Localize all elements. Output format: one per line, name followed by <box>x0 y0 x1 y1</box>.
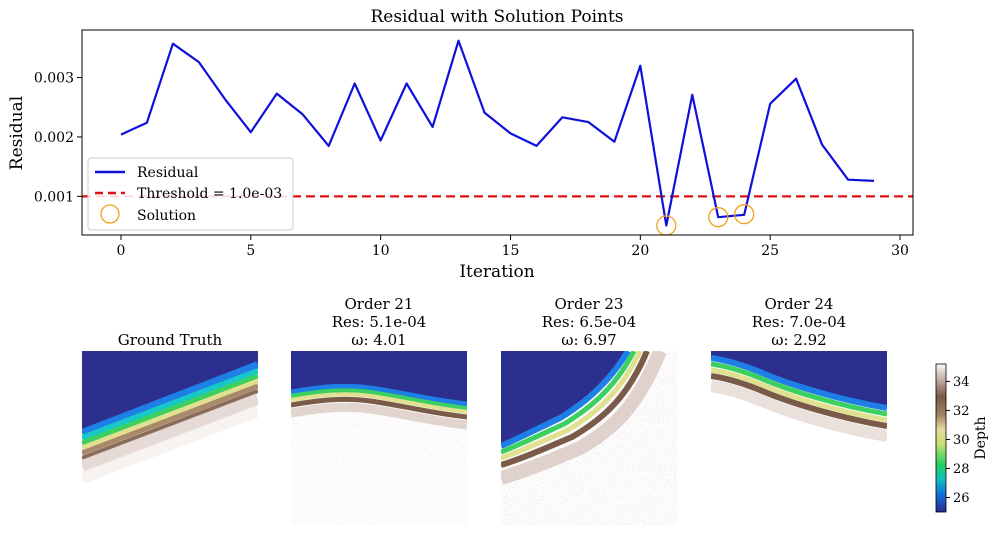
depth-band-yellow <box>711 367 887 423</box>
x-tick-label: 20 <box>631 243 649 259</box>
colorbar-ticks: 26 28 30 32 34 <box>946 375 970 506</box>
depth-region-deep <box>501 351 628 446</box>
panel-title-line: Res: 6.5e-04 <box>542 313 637 331</box>
legend-threshold-label: Threshold = 1.0e-03 <box>137 186 282 202</box>
depth-band-yellow <box>291 392 467 414</box>
panel-title-line: ω: 2.92 <box>771 331 826 349</box>
panel-order-24: Order 24 Res: 7.0e-04 ω: 2.92 <box>711 295 887 525</box>
legend-solution-label: Solution <box>137 208 196 224</box>
depth-band-green <box>711 361 887 417</box>
legend-solution-swatch <box>100 204 120 224</box>
depth-band-cyan <box>82 368 258 441</box>
colorbar-label: Depth <box>973 416 989 459</box>
depth-band-blue <box>501 351 631 449</box>
legend-residual-label: Residual <box>137 165 199 181</box>
x-tick-label: 10 <box>372 243 390 259</box>
depth-region-deep <box>291 351 467 404</box>
panel-ground-truth: Ground Truth <box>82 331 258 525</box>
panel-order-23: Order 23 Res: 6.5e-04 ω: 6.97 <box>501 295 677 525</box>
depth-band-green <box>82 373 258 446</box>
residual-chart: Residual with Solution Points 0 5 10 15 20 25… <box>7 7 914 282</box>
panel-title-line: Order 21 <box>345 295 414 313</box>
solution-marker <box>708 207 729 228</box>
x-axis-label: Iteration <box>459 262 534 282</box>
depth-band-fade <box>501 351 667 485</box>
depth-band-blue <box>291 383 467 407</box>
colorbar-gradient <box>935 363 947 513</box>
legend-box <box>87 157 294 231</box>
residual-line <box>120 39 875 227</box>
colorbar-tick-label: 30 <box>953 433 970 448</box>
x-tick-label: 25 <box>761 243 779 259</box>
x-tick-label: 15 <box>502 243 520 259</box>
y-tick-label: 0.002 <box>34 130 74 146</box>
depth-band-green <box>291 388 467 410</box>
colorbar-tick-label: 32 <box>953 404 970 419</box>
depth-band-blue <box>711 355 887 411</box>
legend: Residual Threshold = 1.0e-03 Solution <box>87 157 294 231</box>
panel-title-line: Ground Truth <box>118 331 223 349</box>
depth-band-fade <box>82 393 258 472</box>
x-tick-label: 30 <box>891 243 909 259</box>
colorbar-tick-label: 26 <box>953 491 970 506</box>
depth-band-brown <box>82 389 258 460</box>
depth-band-tan <box>82 383 258 456</box>
plot-area <box>82 39 913 236</box>
depth-band-yellow <box>82 378 258 451</box>
x-axis: 0 5 10 15 20 25 30 <box>116 235 909 259</box>
depth-region-deep <box>711 351 887 408</box>
depth-band-brown <box>291 396 467 420</box>
depth-band-fade <box>711 380 887 442</box>
y-tick-label: 0.001 <box>34 189 74 205</box>
depth-band-blue <box>82 361 258 437</box>
panel-title-line: ω: 6.97 <box>561 331 616 349</box>
x-tick-label: 0 <box>116 243 125 259</box>
solution-marker <box>734 204 755 225</box>
chart-title: Residual with Solution Points <box>370 7 623 27</box>
panel-title-line: Order 24 <box>765 295 834 313</box>
colorbar-tick-label: 28 <box>953 462 970 477</box>
panel-title-line: ω: 4.01 <box>351 331 406 349</box>
panel-title-line: Order 23 <box>555 295 624 313</box>
y-axis-label: Residual <box>7 96 27 170</box>
x-tick-label: 5 <box>246 243 255 259</box>
colorbar-tick-label: 34 <box>953 375 970 390</box>
panel-title-line: Res: 5.1e-04 <box>332 313 427 331</box>
depth-band-brown <box>501 351 650 468</box>
colorbar: 26 28 30 32 34 Depth <box>935 363 989 513</box>
depth-band-yellow <box>501 351 643 461</box>
y-tick-label: 0.003 <box>34 71 74 87</box>
panel-order-21: Order 21 Res: 5.1e-04 ω: 4.01 <box>291 295 467 525</box>
panel-title-line: Res: 7.0e-04 <box>752 313 847 331</box>
y-axis: 0.001 0.002 0.003 <box>34 71 82 205</box>
plot-frame <box>81 29 914 236</box>
heatmap-panels: Ground Truth Order 21 Res: 5.1e-04 ω: 4.… <box>82 295 887 525</box>
depth-band-brown <box>711 373 887 429</box>
depth-band-fade <box>291 402 467 430</box>
depth-band-green <box>501 351 637 455</box>
depth-band-fade-2 <box>82 405 258 484</box>
